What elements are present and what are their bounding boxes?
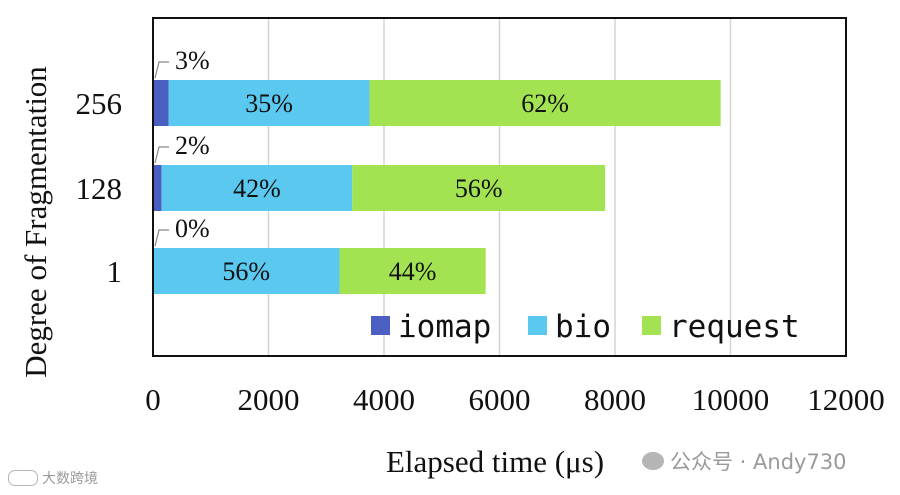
logo-icon bbox=[8, 470, 38, 486]
wechat-watermark: 公众号 · Andy730 bbox=[642, 446, 847, 476]
legend-swatch-request bbox=[642, 316, 661, 335]
legend-label-request: request bbox=[669, 309, 800, 345]
x-tick-label: 8000 bbox=[584, 382, 646, 417]
leader-line bbox=[154, 61, 169, 79]
bar-segment-request bbox=[339, 248, 486, 294]
x-tick-label: 6000 bbox=[469, 382, 531, 417]
y-tick-label: 256 bbox=[76, 86, 123, 121]
bar-segment-iomap bbox=[153, 80, 169, 126]
x-tick-label: 10000 bbox=[692, 382, 770, 417]
legend-swatch-bio bbox=[528, 316, 547, 335]
wechat-icon bbox=[642, 452, 664, 470]
segment-label: 35% bbox=[245, 89, 293, 118]
plot-frame bbox=[152, 17, 847, 357]
legend-label-iomap: iomap bbox=[398, 309, 491, 345]
corner-watermark-text: 大数跨境 bbox=[42, 471, 98, 487]
wechat-watermark-text: 公众号 · Andy730 bbox=[670, 450, 847, 474]
x-tick-label: 0 bbox=[145, 382, 161, 417]
x-tick-label: 12000 bbox=[807, 382, 885, 417]
y-tick-label: 128 bbox=[76, 171, 123, 206]
segment-label: 56% bbox=[222, 257, 270, 286]
bar-segment-bio bbox=[153, 248, 340, 294]
x-tick-labels: 0 2000 4000 6000 8000 10000 12000 bbox=[145, 382, 885, 417]
leader-line bbox=[154, 146, 169, 164]
segment-label: 44% bbox=[389, 257, 437, 286]
y-tick-labels: 256 128 1 bbox=[76, 86, 123, 289]
bar-segment-bio bbox=[168, 80, 370, 126]
segment-label: 56% bbox=[455, 174, 503, 203]
legend-label-bio: bio bbox=[555, 309, 611, 345]
x-tick-label: 4000 bbox=[353, 382, 415, 417]
segment-label: 62% bbox=[521, 89, 569, 118]
segment-label: 3% bbox=[175, 46, 210, 75]
corner-watermark: 大数跨境 bbox=[8, 468, 98, 488]
segment-label: 2% bbox=[175, 131, 210, 160]
legend-swatch-iomap bbox=[371, 316, 390, 335]
y-axis-title: Degree of Fragmentation bbox=[18, 66, 53, 378]
segment-labels: 3% 35% 62% 2% 42% 56% 0% 56% 44% bbox=[154, 46, 569, 286]
leader-line bbox=[154, 229, 169, 247]
bar-segment-request bbox=[352, 165, 606, 211]
x-axis-title: Elapsed time (μs) bbox=[386, 444, 604, 479]
legend: iomap bio request bbox=[371, 309, 800, 345]
segment-label: 42% bbox=[233, 174, 281, 203]
x-tick-label: 2000 bbox=[238, 382, 300, 417]
segment-label: 0% bbox=[175, 214, 210, 243]
bar-segment-request bbox=[369, 80, 721, 126]
bar-segment-bio bbox=[161, 165, 353, 211]
bar-segment-iomap bbox=[153, 165, 162, 211]
bars bbox=[153, 80, 721, 294]
y-tick-label: 1 bbox=[107, 254, 123, 289]
